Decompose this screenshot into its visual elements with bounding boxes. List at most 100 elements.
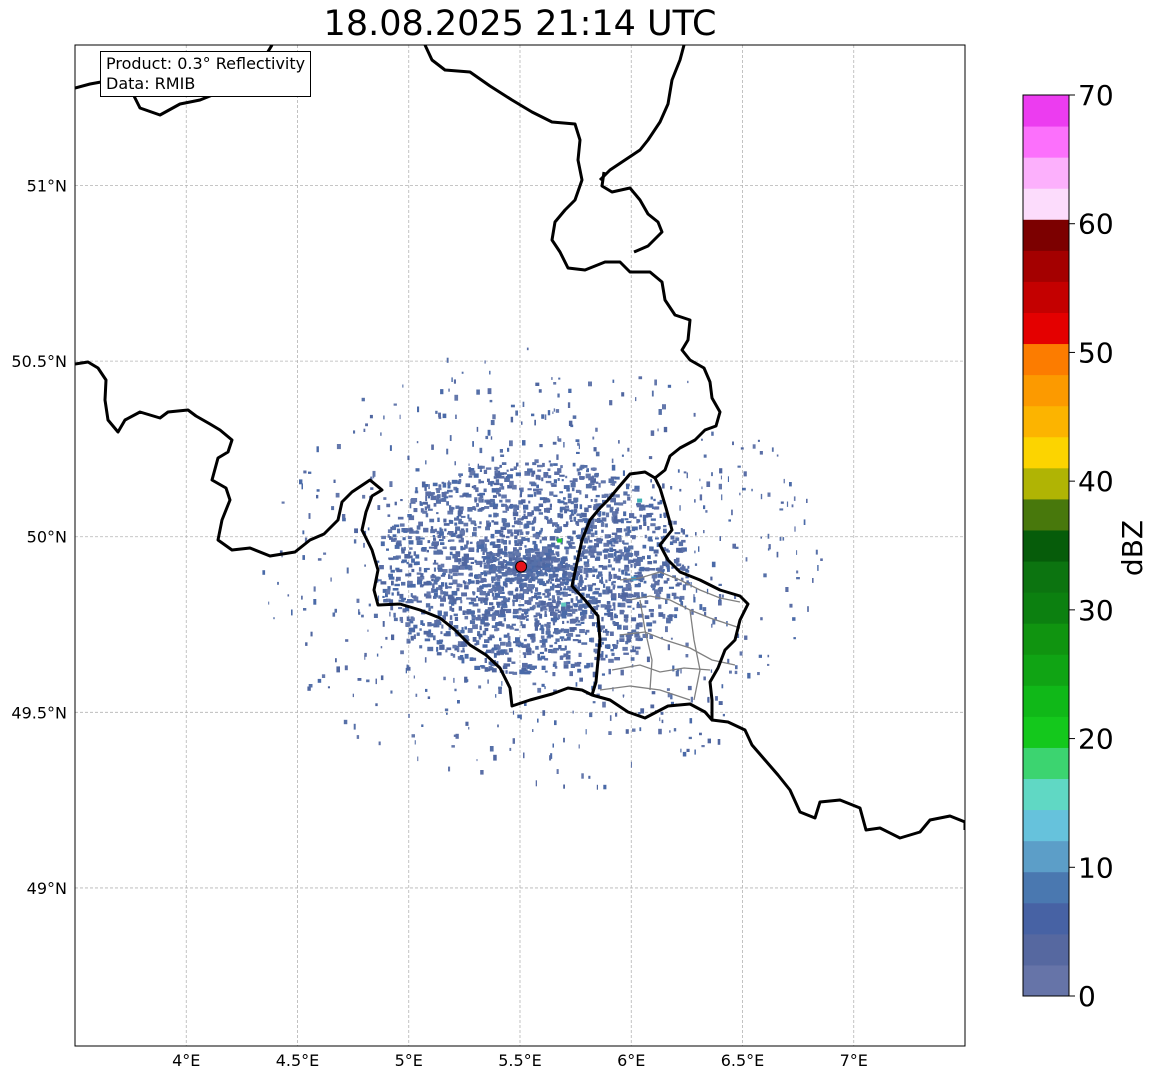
echo-pixel	[379, 565, 384, 570]
echo-pixel	[518, 547, 522, 550]
echo-pixel	[622, 587, 629, 591]
echo-pixel	[442, 569, 448, 573]
echo-pixel	[631, 617, 637, 622]
echo-pixel	[743, 471, 747, 477]
echo-pixel	[411, 558, 415, 563]
echo-pixel	[512, 671, 518, 675]
echo-pixel	[426, 504, 431, 509]
echo-pixel	[623, 614, 629, 619]
echo-pixel	[585, 729, 587, 735]
echo-pixel	[501, 681, 503, 686]
echo-pixel	[601, 673, 605, 676]
echo-pixel	[606, 601, 611, 605]
echo-pixel	[486, 614, 493, 617]
echo-pixel	[472, 441, 474, 447]
echo-pixel	[571, 509, 574, 514]
echo-pixel	[516, 642, 521, 645]
echo-pixel	[533, 518, 537, 523]
echo-pixel	[441, 528, 444, 532]
echo-pixel	[710, 576, 713, 581]
echo-pixel	[467, 514, 470, 519]
echo-pixel	[682, 584, 686, 591]
echo-pixel	[396, 540, 402, 545]
echo-pixel	[442, 546, 447, 550]
echo-pixel	[591, 622, 595, 627]
echo-pixel	[493, 565, 498, 569]
echo-cell	[637, 498, 643, 503]
echo-pixel	[548, 607, 555, 612]
echo-pixel	[454, 688, 457, 692]
echo-pixel	[534, 594, 538, 597]
echo-pixel	[576, 513, 581, 517]
echo-pixel	[472, 532, 477, 537]
echo-pixel	[521, 597, 524, 600]
echo-pixel	[793, 496, 796, 501]
echo-pixel	[631, 629, 637, 633]
echo-pixel	[470, 468, 475, 473]
echo-pixel	[548, 649, 553, 653]
echo-pixel	[665, 626, 668, 633]
echo-pixel	[603, 583, 606, 588]
echo-pixel	[478, 479, 481, 484]
echo-pixel	[281, 554, 283, 558]
echo-pixel	[512, 615, 518, 619]
echo-pixel	[594, 530, 598, 535]
echo-pixel	[449, 505, 452, 511]
echo-pixel	[518, 500, 523, 505]
colorbar-segment	[1023, 809, 1069, 842]
echo-pixel	[767, 663, 770, 666]
echo-pixel	[484, 556, 491, 560]
echo-pixel	[564, 564, 571, 568]
echo-pixel	[534, 564, 538, 569]
echo-pixel	[566, 487, 570, 492]
echo-pixel	[807, 606, 809, 612]
echo-pixel	[627, 447, 630, 452]
echo-pixel	[390, 605, 394, 611]
echo-pixel	[648, 609, 654, 612]
echo-pixel	[416, 525, 421, 530]
echo-pixel	[365, 423, 368, 427]
echo-pixel	[546, 622, 551, 625]
echo-pixel	[466, 611, 470, 615]
echo-pixel	[622, 646, 628, 651]
echo-pixel	[521, 536, 526, 541]
echo-pixel	[605, 512, 610, 518]
echo-pixel	[632, 645, 635, 650]
echo-pixel	[448, 626, 452, 631]
echo-pixel	[467, 507, 473, 512]
echo-pixel	[491, 568, 496, 574]
echo-pixel	[535, 602, 539, 605]
echo-pixel	[499, 613, 506, 618]
echo-pixel	[727, 476, 729, 482]
echo-pixel	[497, 648, 500, 652]
echo-pixel	[538, 503, 544, 507]
echo-pixel	[731, 509, 733, 516]
echo-pixel	[657, 501, 661, 505]
echo-pixel	[519, 531, 524, 535]
echo-pixel	[506, 624, 510, 629]
echo-pixel	[601, 517, 607, 522]
echo-pixel	[499, 561, 505, 564]
echo-pixel	[618, 440, 620, 444]
echo-pixel	[389, 599, 394, 604]
echo-pixel	[610, 615, 614, 621]
echo-pixel	[377, 505, 381, 510]
echo-pixel	[438, 412, 441, 418]
echo-pixel	[688, 736, 692, 740]
echo-pixel	[538, 512, 543, 515]
echo-pixel	[487, 570, 492, 575]
echo-pixel	[375, 703, 378, 707]
echo-pixel	[593, 504, 597, 507]
echo-pixel	[670, 637, 673, 640]
echo-pixel	[395, 567, 400, 571]
echo-pixel	[465, 493, 472, 498]
echo-pixel	[484, 543, 487, 549]
echo-pixel	[454, 648, 458, 651]
echo-pixel	[598, 571, 603, 576]
echo-pixel	[496, 576, 501, 582]
echo-pixel	[399, 414, 401, 420]
echo-pixel	[509, 580, 513, 585]
echo-pixel	[543, 498, 549, 503]
echo-pixel	[436, 646, 439, 652]
echo-pixel	[612, 621, 616, 625]
